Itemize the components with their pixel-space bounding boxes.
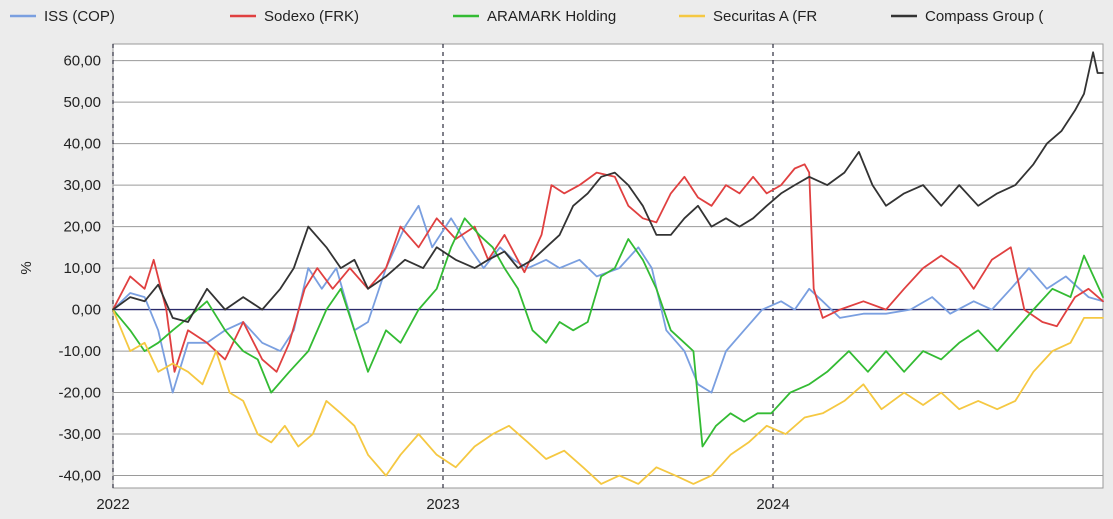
- series-line-sodexo-frk: [112, 163, 1104, 373]
- y-tick-label: 30,00: [63, 177, 101, 194]
- gridlines: [113, 60, 1103, 477]
- y-tick-label: 60,00: [63, 53, 101, 70]
- y-tick-label: -10,00: [58, 343, 101, 360]
- year-separators: [112, 44, 774, 488]
- series-line-securitas-a-fr: [112, 308, 1104, 485]
- series-line-compass-group: [112, 51, 1104, 323]
- y-tick-label: 0,00: [72, 302, 101, 319]
- legend-label: ISS (COP): [44, 8, 115, 25]
- y-tick-label: 20,00: [63, 219, 101, 236]
- x-tick-label: 2023: [426, 496, 459, 513]
- y-tick-label: -30,00: [58, 426, 101, 443]
- x-tick-label: 2024: [756, 496, 789, 513]
- legend: ISS (COP) Sodexo (FRK) ARAMARK Holding Secu…: [10, 8, 1043, 25]
- y-tick-label: 50,00: [63, 94, 101, 111]
- x-axis: 2022 2023 2024: [96, 496, 789, 513]
- legend-label: Sodexo (FRK): [264, 8, 359, 25]
- series-line-iss-cop: [112, 204, 1104, 394]
- y-axis: 60,00 50,00 40,00 30,00 20,00 10,00 0,00 -10,00…: [58, 53, 101, 485]
- series-line-aramark-holding: [112, 217, 1104, 448]
- y-tick-label: 10,00: [63, 260, 101, 277]
- series-lines: [112, 51, 1104, 485]
- legend-label: Securitas A (FR: [713, 8, 817, 25]
- legend-label: Compass Group (: [925, 8, 1043, 25]
- y-axis-label: %: [18, 261, 35, 274]
- y-tick-label: -20,00: [58, 385, 101, 402]
- plot-area: [112, 43, 1104, 489]
- x-tick-label: 2022: [96, 496, 129, 513]
- y-tick-label: -40,00: [58, 468, 101, 485]
- y-tick-label: 40,00: [63, 136, 101, 153]
- legend-label: ARAMARK Holding: [487, 8, 616, 25]
